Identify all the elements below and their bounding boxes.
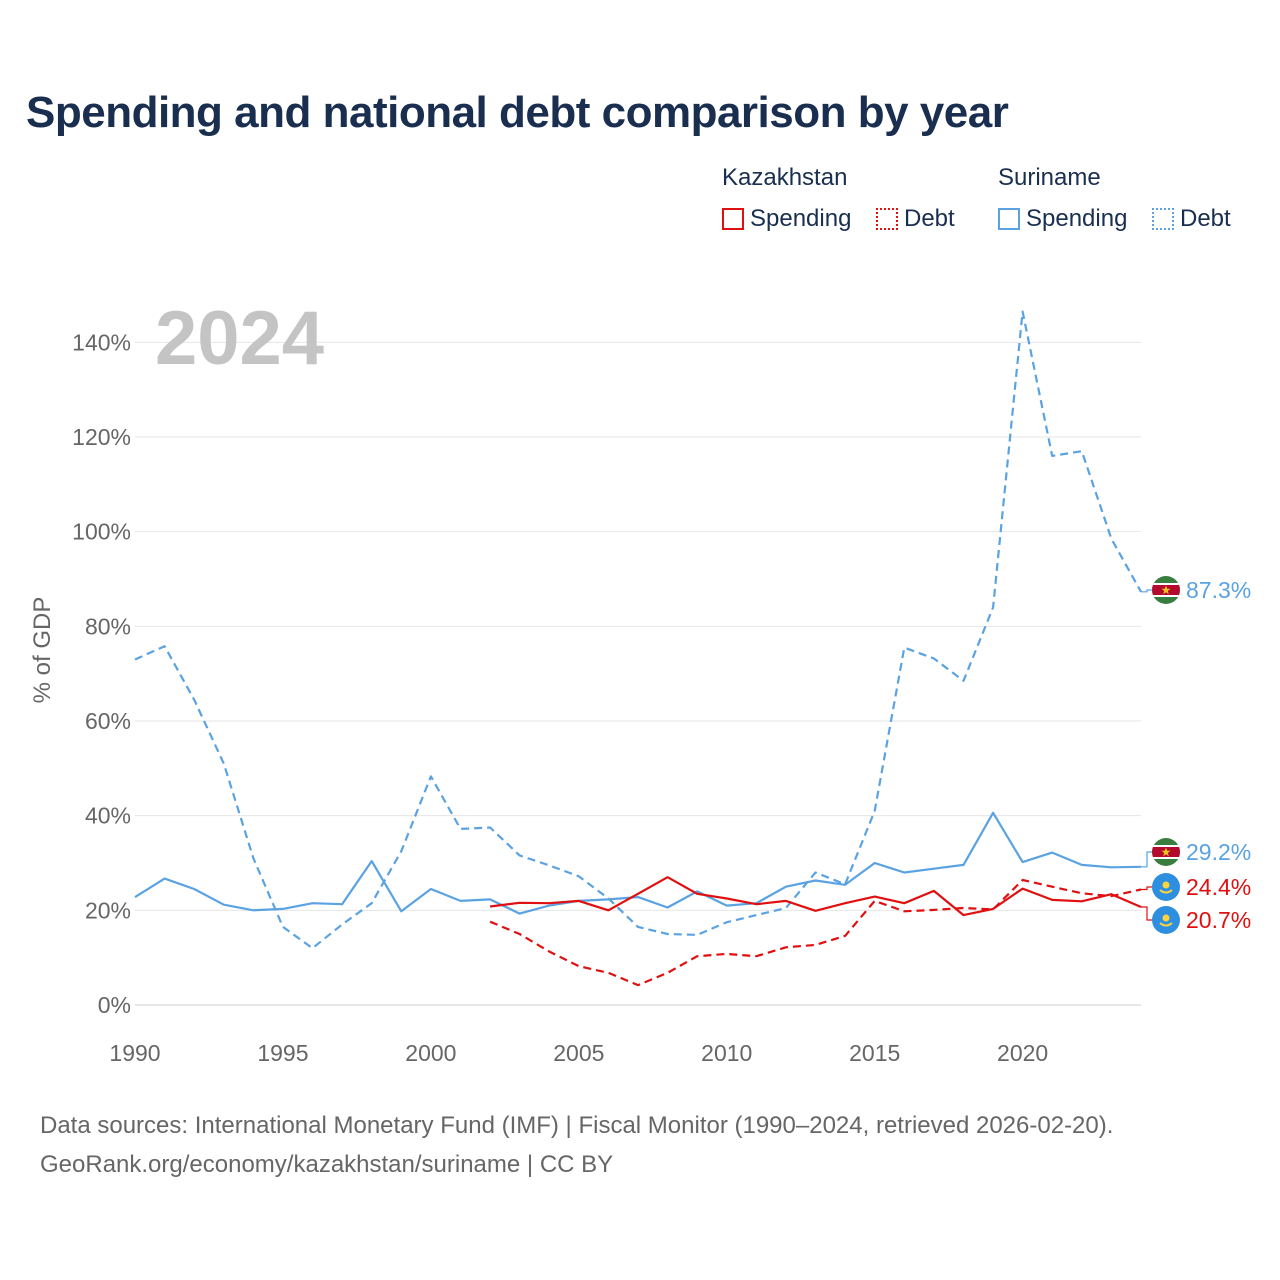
footer-link[interactable]: GeoRank.org/economy/kazakhstan/suriname … [40,1151,614,1178]
end-label-kazakhstan-spending: 20.7% [1186,907,1251,933]
end-label-suriname-spending: 29.2% [1186,839,1251,865]
year-watermark: 2024 [155,296,324,381]
legend-kazakhstan-spending-label: Spending [750,205,852,232]
x-tick-label-2015: 2015 [849,1040,900,1066]
series-line-kazakhstan-debt [489,878,1142,987]
suriname-flag-icon [1152,838,1180,866]
y-tick-label-120: 120% [72,424,131,450]
legend-group-suriname-label: Suriname [998,164,1101,191]
gridlines [135,341,1141,1006]
y-axis-ticks: 0% 20% 40% 60% 80% 100% 120% 140% [72,329,131,1018]
y-tick-label-0: 0% [98,992,131,1018]
legend-swatch-solid-red [722,208,744,230]
legend-group-kazakhstan-label: Kazakhstan [722,164,848,191]
connector-kazakhstan-spending [1141,906,1152,921]
legend-swatch-solid-blue [998,208,1020,230]
y-tick-label-40: 40% [85,803,131,829]
connector-suriname-debt [1141,589,1152,593]
legend-kazakhstan-spending[interactable]: Spending [722,205,851,233]
legend-suriname-debt[interactable]: Debt [1152,205,1231,233]
legend-suriname-spending-label: Spending [1026,205,1128,232]
footer-sources: Data sources: International Monetary Fun… [40,1112,1114,1139]
legend-kazakhstan-debt[interactable]: Debt [876,205,955,233]
x-tick-label-2000: 2000 [405,1040,456,1066]
y-tick-label-60: 60% [85,708,131,734]
x-tick-label-1995: 1995 [257,1040,308,1066]
series-line-kazakhstan-spending [489,876,1142,917]
legend-suriname-debt-label: Debt [1180,205,1231,232]
y-tick-label-140: 140% [72,329,131,355]
series-line-suriname-debt [134,310,1142,950]
end-label-suriname-debt: 87.3% [1186,577,1251,603]
series-line-suriname-spending [134,811,1142,915]
footer: Data sources: International Monetary Fun… [40,1106,1113,1184]
y-tick-label-100: 100% [72,519,131,545]
x-tick-label-2020: 2020 [997,1040,1048,1066]
y-tick-label-20: 20% [85,897,131,923]
legend-kazakhstan-debt-label: Debt [904,205,955,232]
connector-kazakhstan-debt [1141,886,1152,891]
legend-suriname-spending[interactable]: Spending [998,205,1127,233]
end-labels: 87.3% 29.2% 24.4% 20.7% [1141,576,1251,934]
connector-suriname-spending [1141,851,1152,868]
chart-title: Spending and national debt comparison by… [26,88,1009,137]
suriname-flag-icon [1152,576,1180,604]
end-label-kazakhstan-debt: 24.4% [1186,874,1251,900]
x-tick-label-2005: 2005 [553,1040,604,1066]
kazakhstan-flag-icon [1152,906,1180,934]
kazakhstan-flag-icon [1152,873,1180,901]
x-axis-ticks: 1990 1995 2000 2005 2010 2015 2020 [109,1040,1048,1066]
legend-swatch-dotted-red [876,208,898,230]
series-lines [134,310,1142,987]
legend-swatch-dotted-blue [1152,208,1174,230]
y-tick-label-80: 80% [85,613,131,639]
x-tick-label-2010: 2010 [701,1040,752,1066]
x-tick-label-1990: 1990 [109,1040,160,1066]
y-axis-label: % of GDP [29,597,56,704]
